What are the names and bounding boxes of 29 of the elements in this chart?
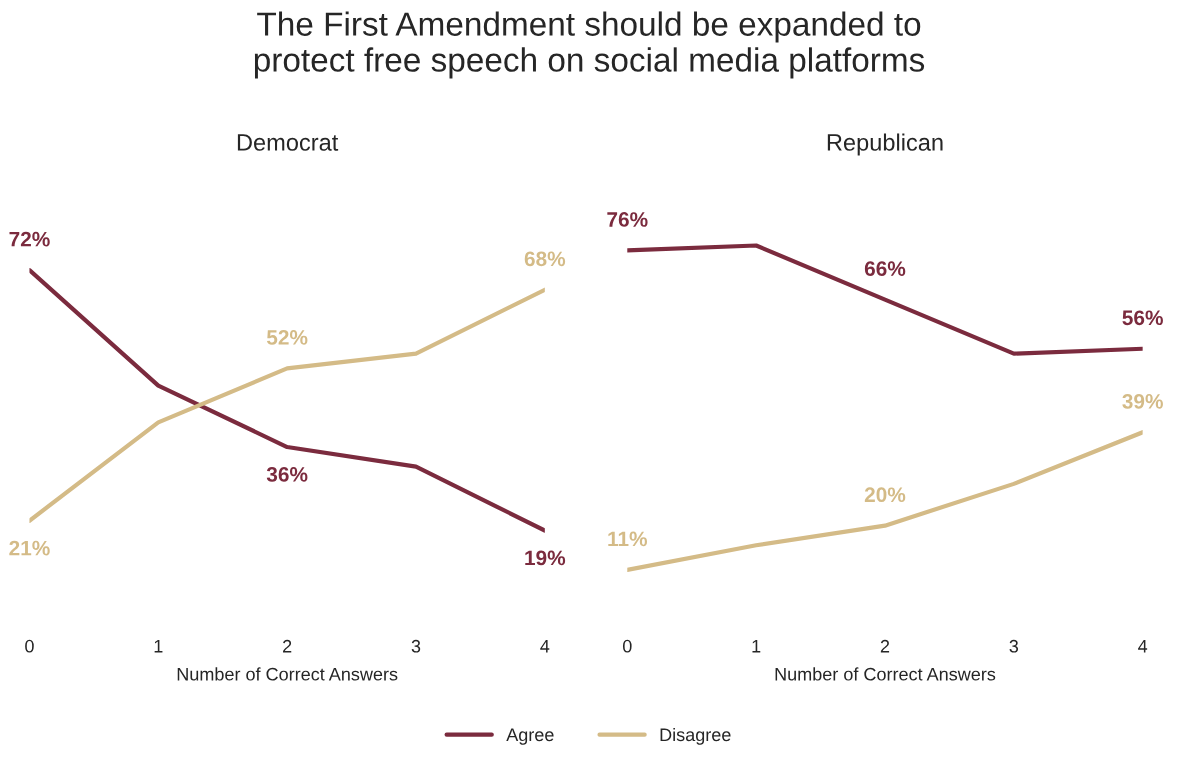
x-axis-title: Number of Correct Answers	[177, 667, 398, 681]
x-tick-label: 1	[752, 640, 761, 653]
data-label: 56%	[1122, 310, 1163, 326]
x-tick-label: 2	[880, 639, 890, 653]
data-label: 72%	[9, 231, 50, 247]
x-tick-label: 1	[154, 640, 163, 653]
x-tick-label: 3	[1009, 639, 1019, 653]
data-label: 11%	[608, 531, 648, 547]
legend-label: Agree	[506, 728, 554, 745]
x-tick-label: 3	[411, 639, 421, 653]
data-label: 21%	[9, 540, 50, 556]
data-label: 39%	[1122, 393, 1163, 409]
data-label: 19%	[525, 550, 566, 566]
chart-subtitle: Republican	[827, 133, 943, 156]
x-tick-label: 4	[1138, 640, 1148, 653]
data-label: 36%	[266, 467, 308, 482]
x-tick-label: 0	[25, 639, 34, 653]
data-label: 20%	[864, 487, 906, 503]
x-axis-title: Number of Correct Answers	[775, 667, 996, 681]
x-tick-label: 4	[540, 640, 550, 653]
data-label: 52%	[266, 330, 308, 345]
data-label: 66%	[864, 261, 906, 277]
chart-subtitle: Democrat	[237, 134, 339, 151]
legend-label: Disagree	[660, 727, 731, 745]
x-tick-label: 0	[622, 639, 632, 653]
data-label: 68%	[524, 251, 566, 267]
chart-title: The First Amendment should be expanded to protect free speech on social media platforms	[254, 11, 925, 79]
data-label: 76%	[607, 212, 648, 227]
x-tick-label: 2	[283, 639, 292, 653]
